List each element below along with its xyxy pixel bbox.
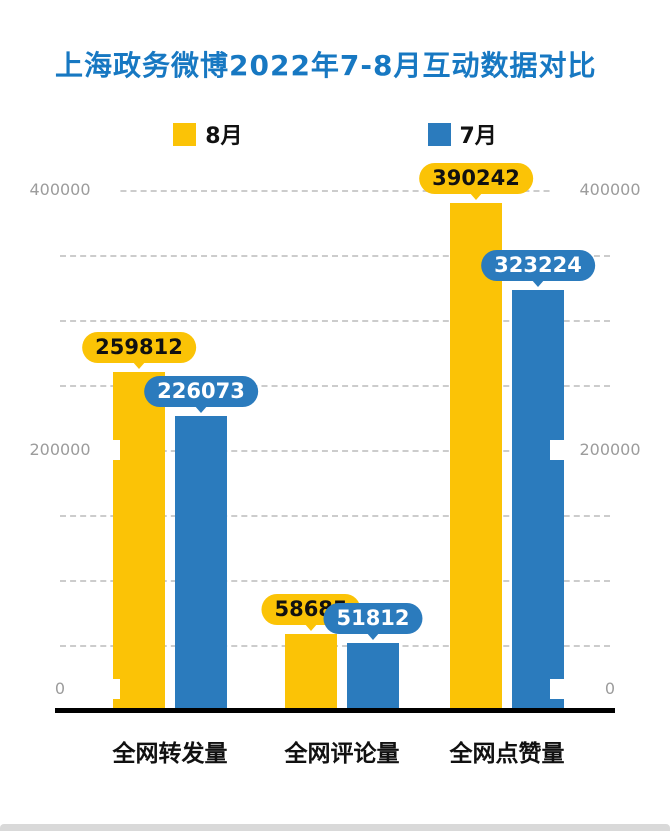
bar-s1-c1 xyxy=(347,642,399,710)
y-axis-tick-label-right: 200000 xyxy=(550,440,670,460)
bar-s0-c1 xyxy=(285,633,337,710)
legend-swatch-august xyxy=(173,122,197,146)
category-label-0: 全网转发量 xyxy=(112,741,228,767)
value-pill-s1-c1: 51812 xyxy=(323,602,423,634)
legend-swatch-july xyxy=(427,122,451,146)
legend-label-july: 7月 xyxy=(459,124,497,149)
gridline xyxy=(60,385,610,387)
x-axis-line xyxy=(55,708,615,713)
value-pill-tail xyxy=(366,631,380,640)
y-axis-tick-label-left: 0 xyxy=(0,679,120,699)
value-pill-tail xyxy=(304,622,318,631)
gridline xyxy=(60,450,610,452)
legend-item-august: 8月 xyxy=(173,118,243,150)
value-pill-s0-c2: 390242 xyxy=(419,162,533,194)
y-axis-tick-label-left: 200000 xyxy=(0,440,120,460)
bar-s1-c0 xyxy=(175,416,227,710)
value-pill-tail xyxy=(469,191,483,200)
bar-s0-c2 xyxy=(450,202,502,710)
gridline xyxy=(60,515,610,517)
bar-s0-c0 xyxy=(113,372,165,710)
gridline xyxy=(60,190,610,192)
bar-s1-c2 xyxy=(512,289,564,710)
gridline xyxy=(60,320,610,322)
value-pill-tail xyxy=(194,405,208,414)
chart-title: 上海政务微博2022年7-8月互动数据对比 xyxy=(55,49,597,82)
category-label-2: 全网点赞量 xyxy=(449,741,565,767)
y-axis-tick-label-left: 400000 xyxy=(0,180,120,200)
value-pill-s1-c2: 323224 xyxy=(481,249,595,281)
category-label-1: 全网评论量 xyxy=(284,741,400,767)
y-axis-tick-label-right: 400000 xyxy=(550,180,670,200)
value-pill-s1-c0: 226073 xyxy=(144,376,258,408)
legend: 8月 7月 xyxy=(0,118,670,150)
gridline xyxy=(60,255,610,257)
legend-item-july: 7月 xyxy=(427,118,497,150)
value-pill-s0-c0: 259812 xyxy=(82,332,196,364)
value-pill-tail xyxy=(132,361,146,370)
page-bottom-edge xyxy=(0,824,670,831)
value-pill-tail xyxy=(531,278,545,287)
y-axis-tick-label-right: 0 xyxy=(550,679,670,699)
legend-label-august: 8月 xyxy=(205,124,243,149)
gridline xyxy=(60,580,610,582)
